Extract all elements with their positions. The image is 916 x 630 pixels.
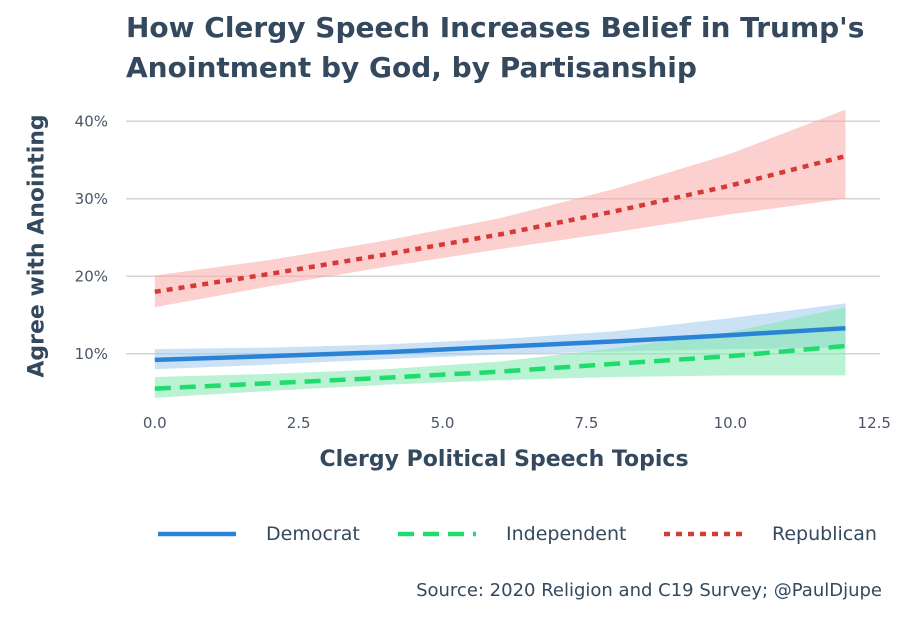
y-tick-label-20: 20% [75,267,108,285]
legend-swatch-democrat [158,531,236,537]
legend-item-republican: Republican [664,516,877,552]
y-tick-labels: 10% 20% 30% 40% [75,112,108,363]
y-tick-label-40: 40% [75,112,108,130]
x-tick-label-10: 10.0 [714,414,747,432]
series-lines [154,153,847,391]
y-tick-label-30: 30% [75,190,108,208]
legend-label-democrat: Democrat [266,523,360,545]
series-line-democrat [154,325,846,363]
chart-title: How Clergy Speech Increases Belief in Tr… [126,8,886,88]
legend-item-independent: Independent [398,516,626,552]
legend-swatch-republican [664,531,742,537]
series-line-independent [154,343,846,391]
x-tick-label-2-5: 2.5 [287,414,311,432]
y-tick-label-10: 10% [75,345,108,363]
x-axis-label: Clergy Political Speech Topics [319,447,689,472]
chart-title-line1: How Clergy Speech Increases Belief in Tr… [126,11,865,44]
x-tick-label-7-5: 7.5 [575,414,599,432]
x-tick-label-5: 5.0 [431,414,455,432]
x-tick-labels: 0.0 2.5 5.0 7.5 10.0 12.5 [143,414,891,432]
source-caption: Source: 2020 Religion and C19 Survey; @P… [416,580,882,601]
legend-label-republican: Republican [772,523,877,545]
ribbon-republican [154,109,846,308]
legend-label-independent: Independent [506,523,627,545]
legend-item-democrat: Democrat [158,516,360,552]
series-line-republican [154,153,847,295]
x-tick-label-12-5: 12.5 [858,414,891,432]
ribbon-independent [154,307,846,398]
chart-title-line2: Anointment by God, by Partisanship [126,51,697,84]
legend-swatch-independent [398,531,476,537]
legend: Democrat Independent Republican [158,516,888,552]
x-tick-label-0: 0.0 [143,414,167,432]
